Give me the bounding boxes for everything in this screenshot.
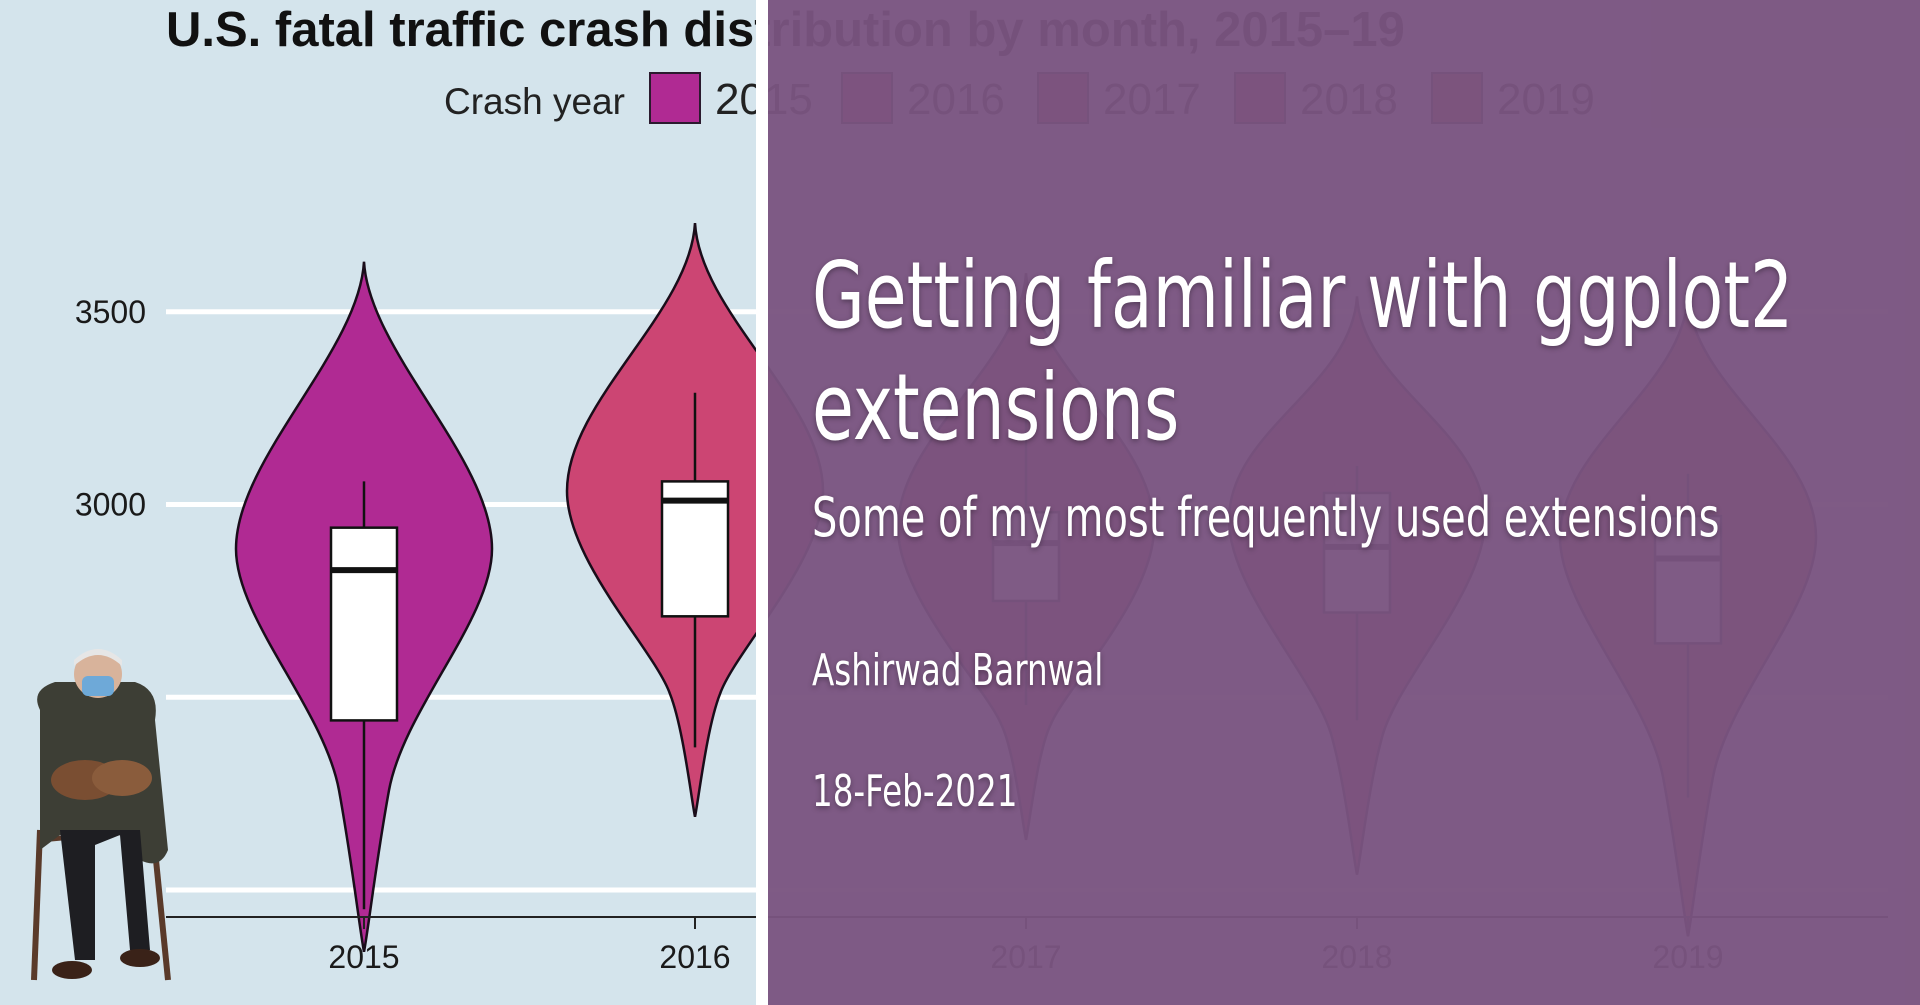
split-divider — [756, 0, 768, 1005]
title-overlay — [768, 0, 1920, 1005]
blog-author: Ashirwad Barnwal — [812, 645, 1104, 696]
blog-text: Getting familiar with ggplot2 extensions… — [812, 240, 1912, 817]
box-2016 — [660, 480, 730, 618]
blog-date: 18-Feb-2021 — [812, 766, 1018, 817]
blog-subtitle: Some of my most frequently used extensio… — [812, 486, 1720, 549]
box-2015 — [329, 526, 399, 722]
x-tick-label: 2015 — [328, 939, 399, 975]
person-figure-illustration — [31, 649, 171, 981]
legend-title: Crash year — [444, 81, 625, 122]
y-tick-label: 3500 — [75, 294, 146, 330]
x-tick-label: 2016 — [659, 939, 730, 975]
y-tick-label: 3000 — [75, 487, 146, 523]
blog-title: Getting familiar with ggplot2 extensions — [812, 242, 1794, 461]
legend-key — [649, 72, 701, 124]
